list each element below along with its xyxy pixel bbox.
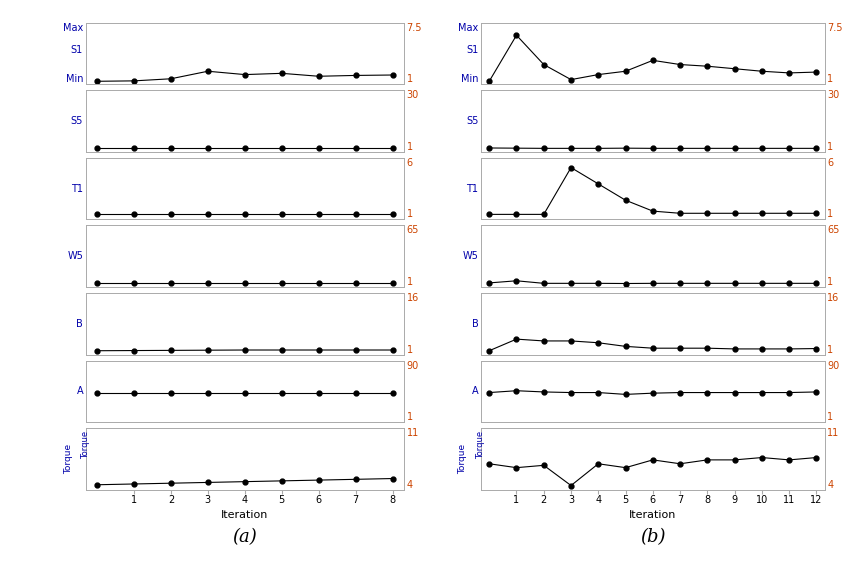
X-axis label: Iteration: Iteration [221,510,269,520]
Text: B: B [76,319,83,329]
Text: T1: T1 [466,184,478,194]
Text: Torque: Torque [477,431,485,459]
Text: 1: 1 [827,412,833,422]
Text: 16: 16 [827,293,839,303]
Text: 1: 1 [827,142,833,151]
Text: 4: 4 [406,480,412,490]
Text: 30: 30 [406,90,418,100]
Text: A: A [472,386,478,396]
Text: 1: 1 [406,345,412,355]
Text: 65: 65 [827,225,840,235]
Text: Min: Min [65,74,83,84]
Text: 11: 11 [827,428,839,439]
Text: Max: Max [63,23,83,33]
Text: S1: S1 [466,45,478,55]
Text: 6: 6 [827,158,833,168]
Text: 90: 90 [827,361,839,370]
Text: Torque: Torque [82,431,90,459]
Text: 90: 90 [406,361,418,370]
Text: 7.5: 7.5 [406,23,422,33]
Text: 1: 1 [406,142,412,151]
Text: 1: 1 [406,74,412,84]
Text: W5: W5 [67,251,83,261]
Text: Torque: Torque [459,444,467,474]
Text: (b): (b) [640,528,666,546]
Text: 1: 1 [406,277,412,287]
Text: W5: W5 [462,251,478,261]
Text: 1: 1 [406,209,412,219]
Text: Torque: Torque [64,444,73,474]
Text: 11: 11 [406,428,418,439]
Text: 1: 1 [827,209,833,219]
Text: B: B [472,319,478,329]
Text: 4: 4 [827,480,833,490]
Text: 1: 1 [827,345,833,355]
Text: (a): (a) [233,528,257,546]
Text: S5: S5 [466,116,478,126]
Text: 65: 65 [406,225,419,235]
Text: A: A [76,386,83,396]
Text: S1: S1 [71,45,83,55]
Text: 1: 1 [827,74,833,84]
Text: Min: Min [460,74,478,84]
Text: S5: S5 [70,116,83,126]
Text: 1: 1 [827,277,833,287]
Text: T1: T1 [71,184,83,194]
X-axis label: Iteration: Iteration [629,510,677,520]
Text: 1: 1 [406,412,412,422]
Text: 16: 16 [406,293,418,303]
Text: 7.5: 7.5 [827,23,843,33]
Text: Max: Max [458,23,478,33]
Text: 6: 6 [406,158,412,168]
Text: 30: 30 [827,90,839,100]
